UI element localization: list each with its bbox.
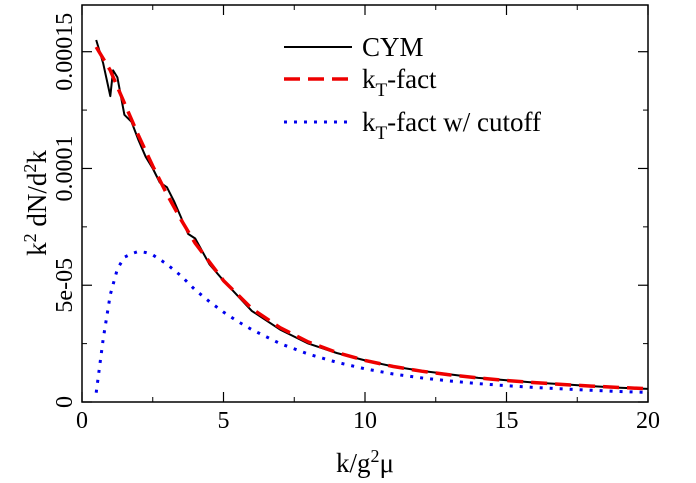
axis-ticks: 0 5 10 15 20 0 5e-05 0.0001 0.00015	[52, 5, 660, 434]
y-axis-label: k2 dN/d2k	[20, 150, 52, 256]
x-axis-label: k/g2μ	[336, 446, 394, 478]
y-tick-label: 0.00015	[52, 13, 78, 91]
series-layer	[94, 39, 649, 394]
y-axis-label-part1: k	[22, 242, 52, 256]
legend-label-sub: T	[376, 123, 388, 144]
legend-label-base: k	[362, 64, 376, 94]
legend-label-sub: T	[376, 80, 388, 101]
x-tick-label: 5	[218, 408, 230, 434]
y-axis-label-part3: k	[22, 150, 52, 164]
series-line-2	[94, 249, 649, 394]
series-line-1	[94, 46, 649, 391]
x-axis-label-tail: μ	[380, 448, 394, 478]
legend-label-1: kT-fact	[362, 64, 437, 101]
legend-label-2: kT-fact w/ cutoff	[362, 107, 541, 144]
y-tick-label: 5e-05	[52, 258, 78, 313]
y-tick-label: 0	[52, 396, 78, 408]
x-axis-label-sup: 2	[371, 446, 380, 466]
y-axis-label-part2: dN/d	[22, 172, 52, 233]
y-axis-label-sup1: 2	[20, 233, 40, 242]
x-axis-label-base: k/g	[336, 448, 371, 478]
x-tick-label: 10	[353, 408, 377, 434]
legend-label-0: CYM	[362, 32, 424, 62]
legend-label-tail: -fact w/ cutoff	[387, 107, 541, 137]
legend-label-tail: -fact	[387, 64, 437, 94]
x-tick-label: 15	[495, 408, 519, 434]
legend-label-base: k	[362, 107, 376, 137]
legend-label-base: CYM	[362, 32, 424, 62]
x-tick-label: 0	[76, 408, 88, 434]
y-axis-label-sup2: 2	[20, 164, 40, 173]
x-tick-label: 20	[636, 408, 660, 434]
y-tick-label: 0.0001	[52, 135, 78, 201]
